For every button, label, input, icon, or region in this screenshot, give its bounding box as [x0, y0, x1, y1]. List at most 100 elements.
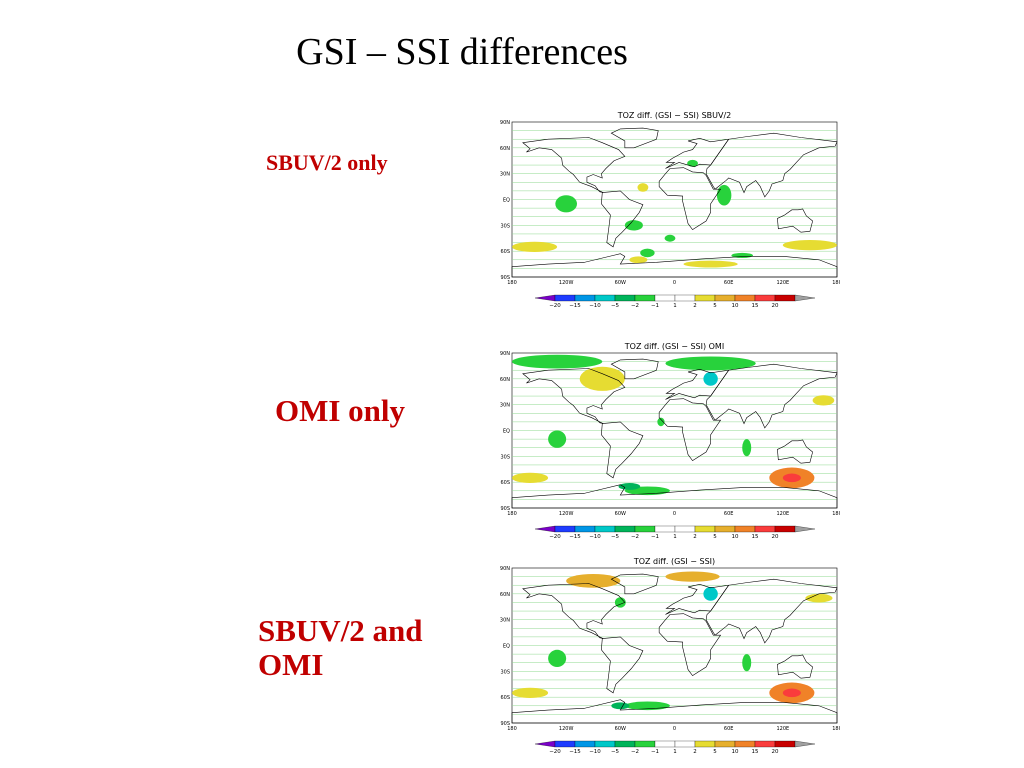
colorbar-label: 20 [772, 534, 779, 538]
coastline-greenland [610, 573, 659, 595]
colorbar-segment [614, 740, 636, 748]
anomaly-fields [512, 354, 835, 496]
anomaly-yellow [629, 256, 648, 264]
coastline-north-america [522, 583, 626, 639]
colorbar-segment [674, 740, 696, 748]
colorbar-segment [534, 294, 556, 302]
colorbar-label: 20 [772, 303, 779, 307]
colorbar-segment [634, 525, 656, 533]
colorbar-segment [574, 525, 596, 533]
colorbar-label: −10 [589, 303, 601, 307]
lat-tick-label: 90S [500, 721, 510, 727]
colorbar-segment [614, 294, 636, 302]
coastline-australia [777, 439, 813, 464]
map-panel-combined: TOZ diff. (GSI − SSI) 90N 60N 30N EQ 30S 60S 90… [495, 553, 840, 753]
colorbar-segment [594, 294, 616, 302]
anomaly-yellow [512, 687, 549, 699]
anomaly-green [548, 649, 567, 668]
lon-tick-label: 0 [673, 280, 676, 286]
coastline-antarctica [511, 484, 838, 509]
colorbar-segment [574, 294, 596, 302]
coastline-africa [658, 167, 722, 231]
map-panel-sbuv: TOZ diff. (GSI − SSI) SBUV/2 90N 60N 30N EQ 3… [495, 107, 840, 307]
colorbar-label: 1 [673, 534, 677, 538]
anomaly-green [742, 439, 752, 457]
colorbar-label: −10 [589, 534, 601, 538]
slide-title: GSI – SSI differences [296, 31, 628, 73]
lon-tick-label: 0 [673, 511, 676, 517]
map-title: TOZ diff. (GSI − SSI) OMI [624, 342, 724, 351]
colorbar-label: −20 [549, 749, 561, 753]
colorbar-label: 20 [772, 749, 779, 753]
lon-tick-label: 180 [507, 726, 517, 732]
coastline-australia [777, 654, 813, 679]
anomaly-green [611, 702, 630, 710]
colorbar-segment [574, 740, 596, 748]
lat-tick-label: EQ [503, 198, 510, 204]
colorbar-segment [794, 525, 816, 533]
colorbar-segment [774, 294, 796, 302]
anomaly-green [665, 356, 756, 371]
lat-tick-label: 60S [500, 480, 510, 486]
anomaly-yellow [812, 395, 835, 406]
map-svg: TOZ diff. (GSI − SSI) 90N 60N 30N EQ 30S 60S 90… [500, 557, 840, 753]
colorbar-segment [694, 294, 716, 302]
colorbar-label: −1 [651, 749, 659, 753]
lat-tick-label: 60S [500, 695, 510, 701]
anomaly-green [512, 354, 603, 369]
colorbar-segment [674, 294, 696, 302]
coastline-asia [705, 578, 838, 644]
colorbar-label: 5 [713, 534, 717, 538]
lat-tick-label: 30S [500, 454, 510, 460]
colorbar-segment [654, 525, 676, 533]
colorbar-label: −20 [549, 534, 561, 538]
lat-tick-label: 60S [500, 249, 510, 255]
anomaly-green [742, 654, 752, 672]
colorbar-segment [714, 294, 736, 302]
map-title: TOZ diff. (GSI − SSI) [633, 557, 715, 566]
colorbar-label: 2 [693, 303, 697, 307]
anomaly-green [618, 483, 641, 490]
colorbar-label: −20 [549, 303, 561, 307]
colorbar-label: −1 [651, 303, 659, 307]
lon-tick-label: 60E [724, 726, 734, 732]
lon-tick-label: 120E [776, 726, 789, 732]
anomaly-green [624, 220, 643, 231]
coastline-asia [705, 363, 838, 429]
colorbar-segment [554, 294, 576, 302]
coastline-south-america [601, 190, 644, 248]
lon-tick-label: 180 [507, 280, 517, 286]
anomaly-yellow [637, 183, 649, 192]
colorbar-segment [754, 294, 776, 302]
lon-tick-label: 180 [507, 511, 517, 517]
label-sbuv-only: SBUV/2 only [266, 150, 388, 175]
coastline-africa [658, 398, 722, 462]
anomaly-yellow [579, 366, 625, 391]
anomaly-orange [665, 571, 720, 582]
colorbar-segment [674, 525, 696, 533]
colorbar-segment [754, 525, 776, 533]
lat-tick-label: 30N [500, 618, 510, 624]
anomaly-fields [512, 571, 833, 711]
lat-tick-label: 90N [500, 566, 510, 572]
anomaly-cyan [703, 586, 718, 601]
coastline-antarctica [511, 699, 838, 724]
colorbar-segment [734, 525, 756, 533]
lon-tick-label: 180 [832, 511, 840, 517]
colorbar-segment [694, 525, 716, 533]
colorbar: −20 −15 −10 −5 −2 −1 1 2 5 10 15 20 [534, 525, 816, 538]
lon-tick-label: 180 [832, 280, 840, 286]
anomaly-green [716, 184, 732, 206]
colorbar-segment [774, 740, 796, 748]
coastline-south-america [601, 636, 644, 694]
colorbar-segment [714, 740, 736, 748]
coastline-north-america [522, 368, 626, 424]
coastline-africa [658, 613, 722, 677]
lon-tick-label: 60W [615, 726, 626, 732]
label-sbuv-and-omi: SBUV/2 and OMI [258, 613, 423, 682]
anomaly-green [657, 417, 665, 427]
lat-tick-label: 90S [500, 275, 510, 281]
colorbar-segment [734, 294, 756, 302]
colorbar-label: 2 [693, 534, 697, 538]
coastline-europe [665, 584, 730, 615]
